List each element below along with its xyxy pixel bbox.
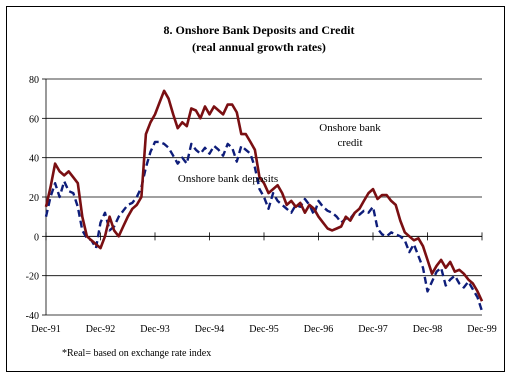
y-tick-label: -40 bbox=[26, 311, 39, 322]
x-tick-label: Dec-91 bbox=[31, 324, 60, 335]
series-line-credit bbox=[44, 89, 484, 302]
x-tick-label: Dec-97 bbox=[358, 324, 387, 335]
x-tick-label: Dec-98 bbox=[413, 324, 442, 335]
credit-annotation-line-1: Onshore bank bbox=[319, 122, 381, 134]
x-tick-label: Dec-94 bbox=[195, 324, 224, 335]
series-group bbox=[44, 89, 484, 312]
credit-annotation-line-2: credit bbox=[337, 137, 362, 149]
y-tick-label: 60 bbox=[29, 114, 39, 125]
y-tick-label: 80 bbox=[29, 75, 39, 86]
x-tick-label: Dec-93 bbox=[140, 324, 169, 335]
y-tick-label: 20 bbox=[29, 193, 39, 204]
footnote: *Real= based on exchange rate index bbox=[62, 348, 211, 359]
chart-frame bbox=[6, 6, 505, 372]
series-line-deposits bbox=[44, 140, 484, 312]
x-tick-label: Dec-99 bbox=[467, 324, 496, 335]
y-tick-label: 0 bbox=[34, 232, 39, 243]
y-tick-label: -20 bbox=[26, 272, 39, 283]
x-tick-label: Dec-96 bbox=[304, 324, 333, 335]
grid-lines bbox=[45, 78, 482, 316]
x-tick-label: Dec-95 bbox=[249, 324, 278, 335]
x-axis-ticks: Dec-91 Dec-92 Dec-93 Dec-94 Dec-95 Dec-96 Dec-… bbox=[31, 232, 497, 335]
x-tick-label: Dec-92 bbox=[86, 324, 115, 335]
deposits-annotation: Onshore bank deposits bbox=[178, 173, 278, 185]
chart-subtitle: (real annual growth rates) bbox=[192, 40, 326, 54]
chart-title: 8. Onshore Bank Deposits and Credit bbox=[164, 23, 355, 37]
y-axis-ticks: -40 -20 0 20 40 60 80 bbox=[26, 75, 46, 322]
y-tick-label: 40 bbox=[29, 154, 39, 165]
